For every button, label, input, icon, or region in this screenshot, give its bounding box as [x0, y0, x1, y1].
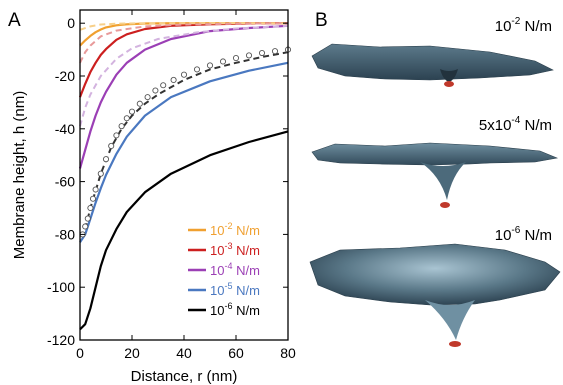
- panel-a-letter: A: [8, 10, 21, 31]
- legend-label-3: 10-4 N/m: [210, 261, 260, 278]
- x-axis-title: Distance, r (nm): [131, 368, 238, 385]
- membrane-shape-3: 10-6 N/m: [309, 225, 561, 347]
- membrane-dimple-1: [440, 69, 458, 82]
- y-axis-title: Membrane height, h (nm): [11, 91, 28, 259]
- data-marker: [152, 87, 159, 94]
- legend-label-4: 10-5 N/m: [210, 281, 260, 298]
- data-marker: [118, 123, 125, 130]
- data-marker: [87, 204, 94, 212]
- shape-label-3: 10-6 N/m: [495, 225, 552, 244]
- data-marker: [84, 215, 91, 222]
- legend: 10-2 N/m 10-3 N/m 10-4 N/m 10-5 N/m 10-6 N/m: [188, 221, 260, 318]
- data-marker: [108, 142, 115, 150]
- panel-b-letter: B: [315, 10, 328, 31]
- y-tick-label: -120: [47, 332, 75, 348]
- shape-label-2: 5x10-4 N/m: [479, 115, 552, 134]
- dashed-line-3: [79, 24, 289, 127]
- series-line-4: [79, 61, 289, 243]
- data-marker: [193, 66, 201, 73]
- data-marker: [97, 170, 104, 177]
- plot-area: 0 20 40 60 80 0 -20 -40 -60 -80 -100 -120 Distance…: [11, 9, 296, 385]
- data-marker: [160, 82, 167, 89]
- data-marker: [170, 76, 177, 84]
- data-marker: [271, 48, 279, 55]
- y-tick-label: -60: [55, 174, 75, 190]
- dashed-line-2: [79, 22, 289, 64]
- markers-layer: [79, 46, 292, 238]
- y-tick-label: -40: [55, 121, 75, 137]
- x-tick-label: 40: [176, 345, 192, 361]
- shape-label-1: 10-2 N/m: [495, 16, 552, 35]
- data-marker: [102, 156, 110, 163]
- dashed-line-1: [79, 22, 288, 31]
- series-line-5: [79, 130, 289, 331]
- y-tick-label: -80: [55, 226, 75, 242]
- membrane-surface-3: [309, 243, 561, 306]
- legend-label-2: 10-3 N/m: [210, 241, 260, 258]
- x-tick-label: 60: [228, 345, 244, 361]
- dashed-line-4: [84, 51, 289, 230]
- data-marker: [258, 49, 266, 57]
- membrane-dimple-2: [420, 162, 466, 200]
- membrane-tip-1: [444, 81, 454, 87]
- data-marker: [232, 54, 240, 62]
- membrane-shape-1: 10-2 N/m: [311, 16, 554, 87]
- data-marker: [82, 223, 89, 230]
- membrane-surface-1: [311, 43, 554, 81]
- legend-label-1: 10-2 N/m: [210, 221, 260, 238]
- data-marker: [206, 62, 214, 69]
- data-marker: [123, 115, 130, 122]
- data-marker: [144, 94, 151, 101]
- y-axis-ticks: 0 -20 -40 -60 -80 -100 -120: [47, 15, 288, 348]
- x-tick-label: 0: [76, 345, 84, 361]
- legend-label-5: 10-6 N/m: [210, 301, 260, 318]
- x-tick-label: 80: [280, 345, 296, 361]
- membrane-tip-2: [440, 202, 450, 208]
- x-axis-ticks: 0 20 40 60 80: [76, 10, 296, 361]
- membrane-shape-2: 5x10-4 N/m: [311, 115, 559, 208]
- data-marker: [219, 58, 227, 65]
- membrane-surface-2: [311, 142, 559, 166]
- y-tick-label: -100: [47, 279, 75, 295]
- series-line-3: [78, 24, 289, 169]
- data-marker: [180, 71, 188, 78]
- data-marker: [113, 132, 120, 139]
- membrane-dimple-3: [425, 300, 475, 340]
- y-tick-label: 0: [67, 15, 75, 31]
- membrane-tip-3: [449, 341, 461, 347]
- x-tick-label: 20: [124, 345, 140, 361]
- data-marker: [245, 52, 253, 59]
- data-marker: [92, 186, 99, 193]
- data-marker: [89, 195, 97, 202]
- data-marker: [128, 108, 136, 115]
- y-tick-label: -20: [55, 68, 75, 84]
- data-marker: [136, 100, 143, 107]
